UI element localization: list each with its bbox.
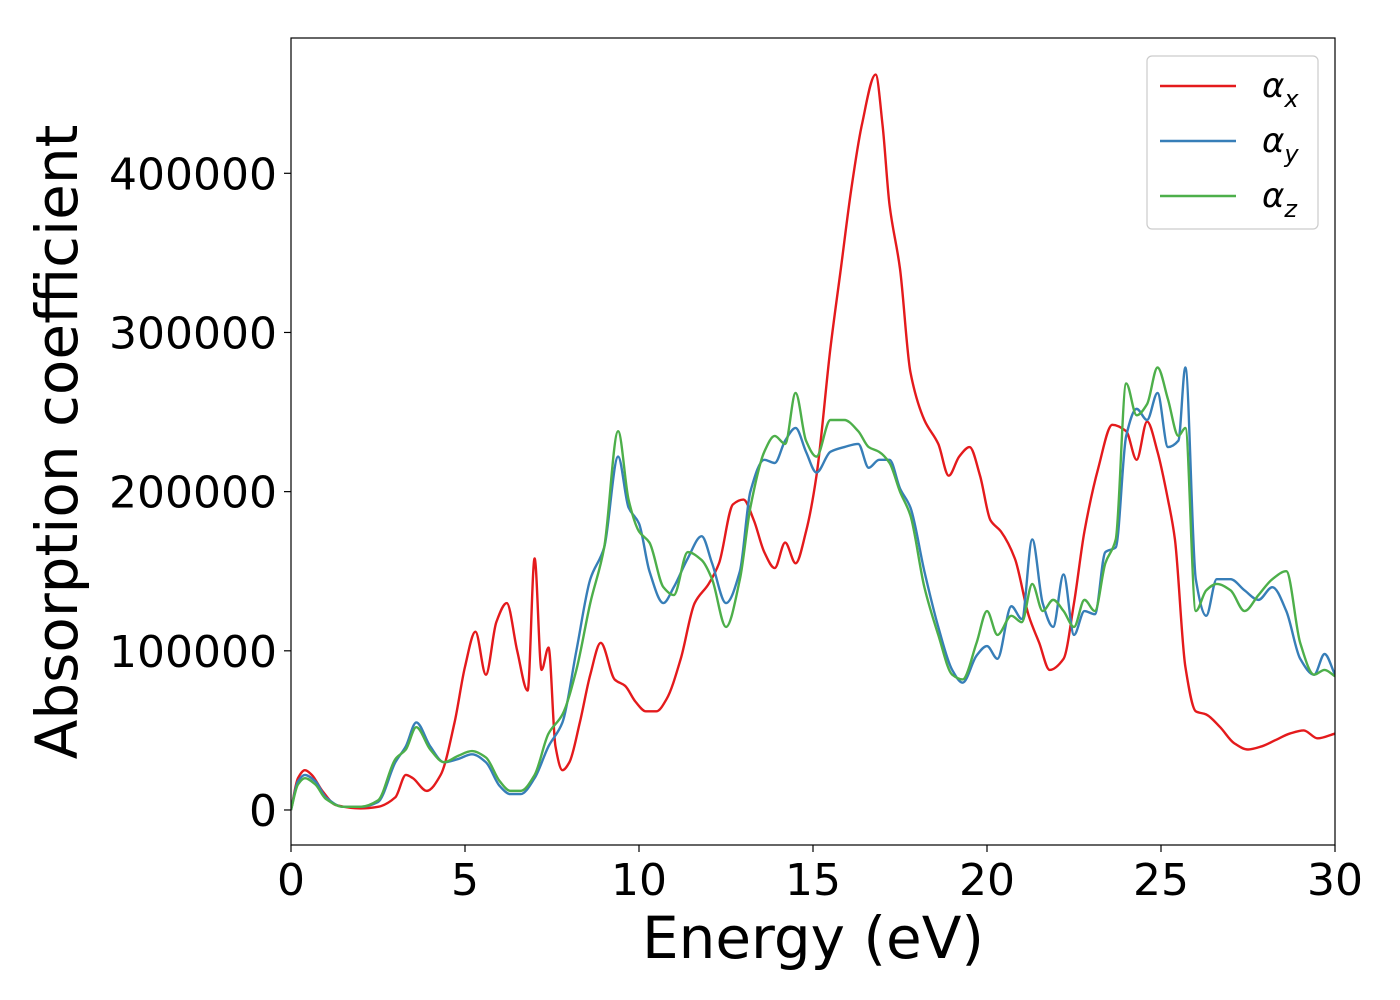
legend: αx αy αz bbox=[1146, 55, 1319, 230]
x-tick-label: 25 bbox=[1133, 855, 1189, 906]
x-tick-label: 10 bbox=[611, 855, 667, 906]
legend-box bbox=[1146, 55, 1319, 230]
y-tick-label: 0 bbox=[249, 786, 277, 837]
y-tick-label: 400000 bbox=[109, 149, 277, 200]
x-axis-label: Energy (eV) bbox=[642, 904, 984, 972]
legend-label-z: αz bbox=[1262, 176, 1298, 223]
y-axis: 0 100000 200000 300000 400000 bbox=[109, 149, 291, 837]
x-tick-label: 20 bbox=[959, 855, 1015, 906]
series-layer bbox=[291, 73, 1335, 811]
x-tick-label: 0 bbox=[277, 855, 305, 906]
legend-label-x: αx bbox=[1262, 66, 1299, 113]
legend-label-y: αy bbox=[1262, 121, 1299, 168]
y-tick-label: 300000 bbox=[109, 308, 277, 359]
x-axis: 0 5 10 15 20 25 30 bbox=[277, 845, 1363, 906]
x-tick-label: 30 bbox=[1307, 855, 1363, 906]
y-tick-label: 100000 bbox=[109, 627, 277, 678]
x-tick-label: 15 bbox=[785, 855, 841, 906]
series-line-x bbox=[291, 73, 1335, 811]
y-tick-label: 200000 bbox=[109, 468, 277, 519]
series-line-y bbox=[291, 366, 1335, 811]
x-tick-label: 5 bbox=[451, 855, 479, 906]
y-axis-label: Absorption coefficient bbox=[23, 125, 91, 760]
series-line-z bbox=[291, 366, 1335, 811]
